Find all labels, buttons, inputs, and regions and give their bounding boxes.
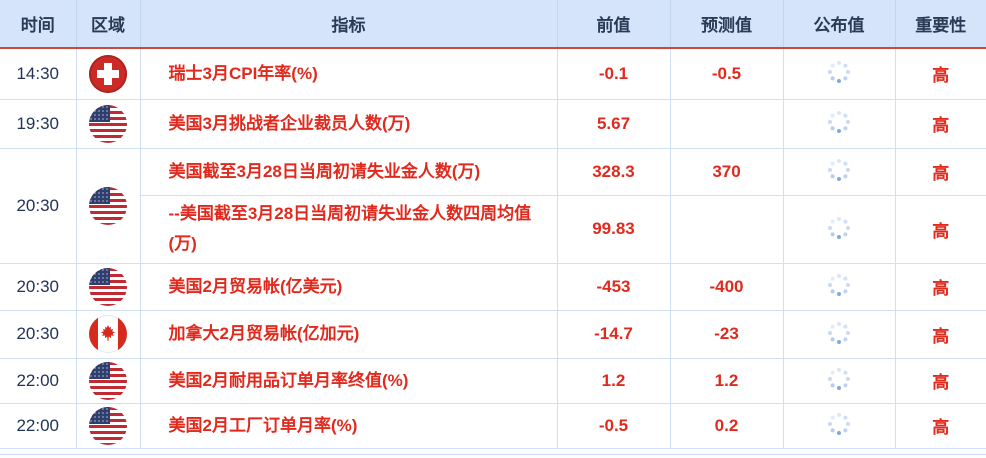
actual-value-cell (782, 47, 896, 100)
loading-spinner-icon (837, 120, 841, 124)
usa-flag-icon (89, 186, 127, 225)
column-header-indicator: 指标 (139, 0, 558, 49)
importance-badge: 高 (894, 194, 986, 264)
switzerland-flag-icon (89, 54, 127, 93)
previous-value: -14.7 (556, 309, 671, 359)
indicator-label: 美国2月耐用品订单月率终值(%) (139, 357, 558, 404)
importance-badge: 高 (894, 357, 986, 404)
forecast-value: 0.2 (669, 402, 784, 449)
forecast-value: 1.2 (669, 357, 784, 404)
usa-flag-icon (89, 267, 127, 306)
loading-spinner-icon (837, 70, 841, 74)
forecast-value: -400 (669, 262, 784, 311)
event-time: 19:30 (0, 98, 77, 149)
event-time: 20:30 (0, 309, 77, 359)
importance-badge: 高 (894, 402, 986, 449)
previous-value: 328.3 (556, 147, 671, 196)
indicator-label: --美国截至3月28日当周初请失业金人数四周均值(万) (140, 194, 558, 264)
indicator-label: 瑞士3月CPI年率(%) (139, 47, 558, 100)
loading-spinner-icon (837, 331, 841, 335)
importance-badge: 高 (894, 147, 986, 196)
previous-value: 99.83 (556, 194, 671, 264)
region-cell (75, 47, 141, 100)
loading-spinner-icon (837, 283, 841, 287)
table-row[interactable]: 20:30 美国2月贸易帐(亿美元) -453 -400 高 (0, 262, 986, 311)
indicator-label: 美国截至3月28日当周初请失业金人数(万) (139, 147, 558, 196)
importance-badge: 高 (894, 262, 986, 311)
column-header-actual: 公布值 (782, 0, 896, 49)
loading-spinner-icon (837, 226, 841, 230)
table-row[interactable]: 20:30 加拿大2月贸易帐(亿加元) -14.7 -23 高 (0, 309, 986, 359)
forecast-value (669, 194, 784, 264)
actual-value-cell (782, 98, 896, 149)
region-cell (75, 262, 141, 311)
column-header-importance: 重要性 (894, 0, 986, 49)
previous-value: -0.5 (556, 402, 671, 449)
previous-value: 1.2 (556, 357, 671, 404)
loading-spinner-icon (837, 377, 841, 381)
column-header-region: 区域 (75, 0, 141, 49)
usa-flag-icon (89, 361, 127, 400)
header-row: 时间 区域 指标 前值 预测值 公布值 重要性 (0, 0, 986, 49)
forecast-value: -23 (669, 309, 784, 359)
actual-value-cell (782, 147, 896, 196)
indicator-label: 加拿大2月贸易帐(亿加元) (139, 309, 558, 359)
usa-flag-icon (89, 406, 127, 445)
column-header-time: 时间 (0, 0, 77, 49)
forecast-value (669, 98, 784, 149)
importance-badge: 高 (894, 98, 986, 149)
actual-value-cell (782, 309, 896, 359)
previous-value: -0.1 (556, 47, 671, 100)
column-header-previous: 前值 (556, 0, 671, 49)
event-time: 20:30 (0, 147, 77, 264)
row-divider (0, 453, 986, 455)
importance-badge: 高 (894, 309, 986, 359)
loading-spinner-icon (837, 422, 841, 426)
next-row-clipped-edge (0, 448, 986, 458)
event-time: 14:30 (0, 47, 77, 100)
importance-badge: 高 (894, 47, 986, 100)
previous-value: 5.67 (556, 98, 671, 149)
loading-spinner-icon (837, 168, 841, 172)
region-cell (75, 402, 141, 449)
actual-value-cell (782, 194, 896, 264)
table-row[interactable]: 22:00 美国2月耐用品订单月率终值(%) 1.2 1.2 高 (0, 357, 986, 404)
event-time: 20:30 (0, 262, 77, 311)
event-time: 22:00 (0, 357, 77, 404)
event-time: 22:00 (0, 402, 77, 449)
region-cell (75, 147, 141, 264)
column-header-forecast: 预测值 (669, 0, 784, 49)
table-row[interactable]: 14:30 瑞士3月CPI年率(%) -0.1 -0.5 高 (0, 47, 986, 100)
region-cell (75, 357, 141, 404)
table-subrow[interactable]: --美国截至3月28日当周初请失业金人数四周均值(万) 99.83 高 (0, 194, 986, 264)
region-cell (75, 309, 141, 359)
actual-value-cell (782, 402, 896, 449)
actual-value-cell (782, 262, 896, 311)
indicator-label: 美国2月工厂订单月率(%) (139, 402, 558, 449)
indicator-label: 美国2月贸易帐(亿美元) (139, 262, 558, 311)
region-cell (75, 98, 141, 149)
table-row[interactable]: 20:30 美国截至3月28日当周初请失业金人数(万) 328.3 370 高 (0, 147, 986, 264)
forecast-value: -0.5 (669, 47, 784, 100)
previous-value: -453 (556, 262, 671, 311)
forecast-value: 370 (669, 147, 784, 196)
usa-flag-icon (89, 104, 127, 143)
indicator-label: 美国3月挑战者企业裁员人数(万) (139, 98, 558, 149)
table-row[interactable]: 19:30 美国3月挑战者企业裁员人数(万) 5.67 高 (0, 98, 986, 149)
table-row[interactable]: 22:00 美国2月工厂订单月率(%) -0.5 0.2 高 (0, 402, 986, 449)
canada-flag-icon (89, 315, 127, 353)
actual-value-cell (782, 357, 896, 404)
